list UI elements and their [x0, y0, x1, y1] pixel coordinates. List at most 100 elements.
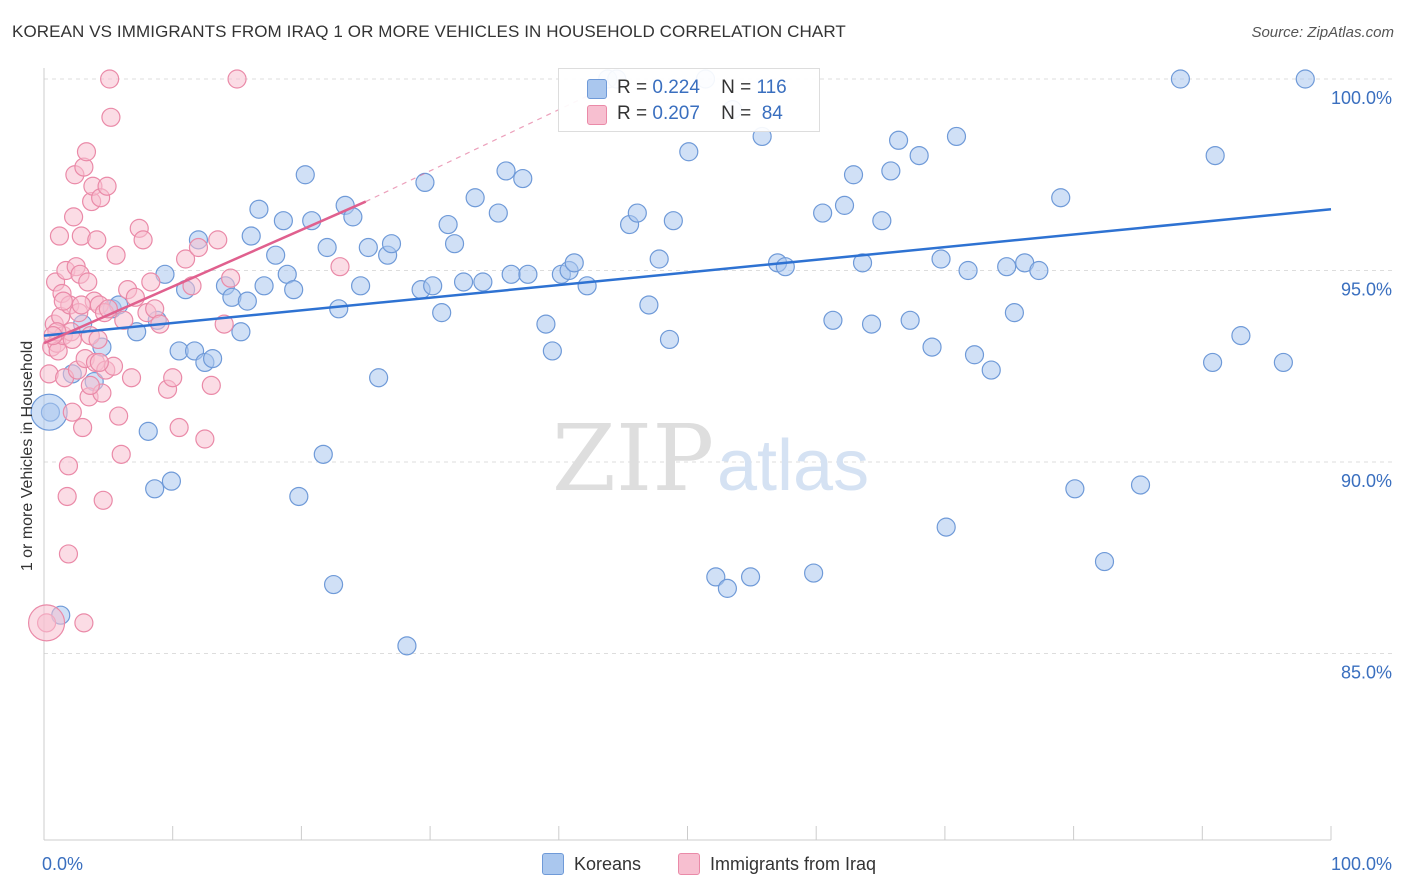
x-tick-label: 100.0% — [1331, 854, 1392, 874]
data-point — [717, 578, 737, 598]
data-point — [101, 107, 121, 127]
data-point — [53, 291, 73, 311]
data-point — [775, 257, 795, 277]
data-point — [513, 168, 533, 189]
data-point-large — [27, 604, 66, 642]
data-point — [444, 234, 465, 254]
data-point — [175, 249, 196, 269]
data-point — [536, 314, 556, 334]
iraq-legend-swatch — [678, 853, 700, 875]
data-point — [1170, 69, 1191, 89]
data-point — [249, 199, 269, 219]
legend-item-iraq[interactable]: Immigrants from Iraq — [678, 853, 876, 875]
data-point — [936, 517, 956, 537]
data-point — [861, 314, 882, 334]
data-point — [922, 337, 942, 357]
data-point — [1231, 326, 1251, 346]
data-point — [823, 310, 843, 330]
data-point — [1202, 352, 1223, 373]
koreans-swatch — [587, 79, 607, 99]
legend-item-koreans[interactable]: Koreans — [542, 853, 641, 875]
iraq-trend-extension — [365, 93, 592, 203]
data-point — [169, 417, 189, 438]
data-point — [351, 276, 371, 296]
data-point — [317, 237, 337, 258]
data-point — [202, 348, 223, 369]
data-point — [93, 490, 113, 510]
data-point — [237, 291, 257, 311]
source-credit: Source: ZipAtlas.com — [1251, 24, 1394, 41]
data-point — [465, 188, 485, 208]
data-point — [71, 295, 91, 315]
data-point — [313, 444, 333, 464]
data-point — [852, 253, 873, 273]
data-point — [542, 341, 562, 361]
data-point — [111, 444, 131, 464]
data-point — [473, 272, 493, 292]
data-point — [981, 360, 1001, 380]
data-point — [358, 237, 378, 258]
data-point — [87, 230, 107, 250]
data-point — [231, 322, 251, 342]
data-point — [663, 211, 683, 231]
data-point — [88, 329, 108, 350]
legend-label-koreans: Koreans — [574, 853, 642, 874]
series-legend: Koreans Immigrants from Iraq — [0, 853, 1406, 877]
data-point — [58, 456, 79, 476]
data-point — [564, 253, 584, 273]
koreans-legend-swatch — [542, 853, 564, 875]
data-point — [163, 368, 183, 388]
data-point — [649, 249, 669, 269]
data-point — [73, 417, 93, 438]
data-point — [834, 195, 855, 215]
data-point — [900, 310, 920, 330]
legend-label-iraq: Immigrants from Iraq — [710, 853, 877, 874]
chart-title: KOREAN VS IMMIGRANTS FROM IRAQ 1 OR MORE… — [12, 22, 846, 41]
watermark-zip: ZIP — [552, 405, 714, 512]
data-point — [1029, 260, 1049, 281]
data-point — [843, 165, 864, 185]
data-point — [381, 234, 402, 254]
data-point — [114, 310, 134, 330]
data-point — [1205, 146, 1225, 166]
data-point — [639, 295, 659, 315]
data-point — [214, 314, 234, 334]
watermark: ZIP atlas — [552, 405, 869, 512]
watermark-atlas: atlas — [717, 426, 869, 506]
data-point — [241, 226, 261, 246]
data-point — [909, 146, 929, 166]
data-point — [432, 303, 452, 323]
data-point — [58, 544, 79, 564]
stats-text-iraq: R = 0.207 N = 84 — [617, 103, 783, 124]
stats-text-koreans: R = 0.224 N = 116 — [617, 77, 787, 98]
data-point — [138, 421, 158, 441]
data-point — [577, 276, 597, 296]
data-point — [518, 264, 538, 284]
data-point — [195, 429, 215, 449]
data-point — [453, 272, 474, 292]
y-tick-label: 100.0% — [1331, 88, 1392, 108]
data-point — [100, 69, 120, 89]
data-point — [208, 230, 228, 250]
data-point — [97, 176, 117, 196]
x-tick-label: 0.0% — [42, 854, 83, 874]
data-point — [201, 375, 221, 395]
data-point — [958, 260, 978, 281]
axes — [43, 68, 1332, 841]
data-point — [1051, 188, 1071, 208]
data-point — [679, 142, 699, 162]
data-point — [295, 165, 315, 185]
data-point — [109, 406, 129, 426]
data-point — [706, 567, 726, 587]
data-point — [946, 126, 967, 147]
data-point — [141, 272, 161, 292]
data-point — [872, 211, 892, 231]
data-point — [89, 352, 109, 373]
iraq-trend-line — [43, 200, 367, 345]
data-point — [1273, 352, 1293, 373]
data-point — [133, 230, 153, 250]
data-point — [997, 257, 1017, 277]
data-point — [227, 69, 247, 89]
data-point — [323, 574, 344, 595]
